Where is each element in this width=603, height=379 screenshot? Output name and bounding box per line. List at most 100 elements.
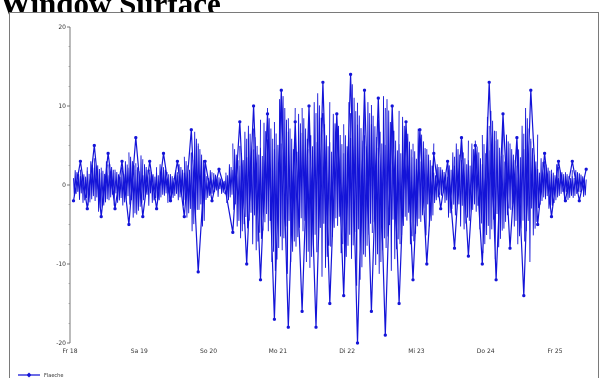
data-point [584,167,588,171]
data-point [265,112,270,116]
y-tick-label: -10 [56,261,66,268]
series-band [163,167,171,203]
series-band [128,152,137,218]
series-band [343,102,352,268]
data-point [404,120,408,124]
y-tick-label: 10 [58,103,66,110]
data-point [480,262,484,266]
data-point [349,72,353,76]
data-point [106,151,110,155]
data-point [390,104,394,108]
data-point [286,325,290,329]
series-band [294,113,303,247]
data-point [245,262,249,266]
series-band [350,84,358,286]
series-band [315,93,324,277]
data-point [99,215,103,219]
data-point [439,207,443,211]
data-point [161,151,166,155]
series-band [364,102,372,257]
series-band [502,134,511,229]
data-point [300,309,304,313]
data-point [522,294,526,298]
data-point [425,262,429,266]
series-band [578,173,587,197]
data-point [113,207,117,211]
data-point [71,199,76,203]
series-band [377,96,386,274]
series-band [73,170,81,200]
data-point [168,199,173,203]
series-band [551,164,559,206]
series-band [204,170,213,200]
series-band [211,173,220,197]
data-point [556,159,561,163]
data-point [258,278,263,282]
data-point [543,151,547,155]
series-band [433,164,442,204]
series-band [253,119,261,251]
data-point [342,294,346,298]
series-band [558,170,566,200]
series-band [100,161,109,209]
series-band [523,107,532,263]
data-point [335,112,339,116]
series-band [571,170,580,198]
x-tick-label: Sa 19 [131,348,148,355]
data-point [175,159,179,163]
series-band [232,143,241,227]
data-point [210,199,214,203]
series-band [509,143,518,227]
data-point [120,159,124,163]
series-band [329,113,338,247]
data-point [272,317,276,321]
series-band [183,152,192,218]
data-point [459,136,464,140]
data-point [570,159,574,163]
data-point [238,120,242,124]
series-band [544,161,552,209]
series-band [287,107,296,263]
series-band [114,167,123,203]
data-point [217,167,221,171]
series-band [156,164,164,204]
series-band [107,164,116,206]
data-point [397,301,401,306]
data-point [473,143,477,148]
data-point [141,215,145,219]
data-point [446,159,450,163]
y-tick-label: -20 [56,340,66,347]
data-point [224,191,228,195]
series-band [197,143,206,227]
data-point [134,136,138,140]
data-point [314,325,318,329]
series-band [267,107,275,263]
data-point [411,278,415,282]
series-band [149,167,158,203]
series-band [260,122,268,239]
series-band [273,99,282,271]
data-point [369,309,373,313]
x-tick-label: Fr 25 [547,348,562,355]
series-band [301,107,310,263]
series-band [495,122,504,248]
series-band [190,131,199,232]
series-band [419,134,428,236]
series-band [488,110,497,260]
legend-marker [26,372,32,378]
data-point [549,215,554,219]
data-point [501,112,505,116]
x-tick-label: Mo 21 [269,348,288,355]
legend-label: Flaeche [44,373,63,379]
series-band [280,96,289,274]
data-point [252,104,256,108]
series-band [239,131,248,239]
series-band [308,102,317,268]
data-point [307,104,311,108]
data-point [196,270,200,274]
series-band [322,102,331,268]
series-band [86,161,95,206]
data-point [494,278,498,282]
series-band [426,143,435,227]
series-band [176,164,185,206]
